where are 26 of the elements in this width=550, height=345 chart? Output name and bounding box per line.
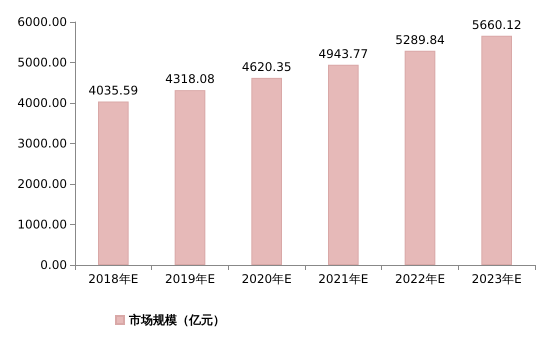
bar (328, 64, 359, 265)
x-tick-label: 2019年E (164, 272, 216, 286)
data-label: 4035.59 (88, 84, 138, 98)
data-label: 4943.77 (318, 46, 368, 61)
data-label: 5289.84 (395, 32, 445, 47)
y-tick-label: 0.00 (40, 258, 67, 272)
y-tick-label: 2000.00 (17, 177, 67, 191)
x-tick-label: 2022年E (394, 272, 446, 286)
y-tick-label: 3000.00 (17, 136, 67, 150)
y-tick-label: 6000.00 (17, 15, 67, 29)
y-tick-label: 1000.00 (17, 218, 67, 232)
data-label: 4620.35 (242, 60, 292, 74)
x-tick-label: 2023年E (472, 272, 522, 286)
y-tick-label: 4000.00 (17, 96, 67, 110)
bar (481, 36, 512, 265)
bar (174, 90, 206, 265)
bar (251, 78, 282, 265)
bar (98, 102, 129, 265)
data-label: 5660.12 (472, 18, 522, 32)
bar (404, 50, 436, 265)
x-tick-label: 2020年E (242, 272, 292, 286)
y-tick-label: 5000.00 (17, 56, 67, 70)
x-tick-label: 2021年E (318, 272, 368, 286)
x-tick-label: 2018年E (88, 272, 138, 286)
legend-label: 市场规模（亿元） (128, 313, 225, 327)
data-label: 4318.08 (165, 72, 215, 86)
